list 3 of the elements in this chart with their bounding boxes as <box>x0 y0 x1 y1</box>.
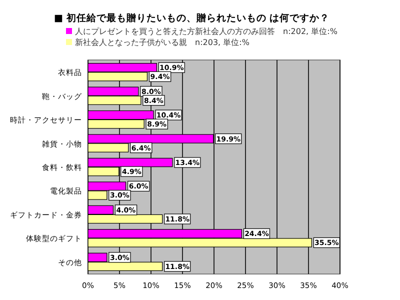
legend-label: 新社会人となった子供がいる親 n:203, 単位:% <box>75 38 250 47</box>
chart-title: ■ 初任給で最も贈りたいもの、贈られたいもの は何ですか？ <box>54 12 330 24</box>
legend-label: 人にプレゼントを買うと答えた方新社会人の方のみ回答 n:202, 単位:% <box>75 27 338 36</box>
